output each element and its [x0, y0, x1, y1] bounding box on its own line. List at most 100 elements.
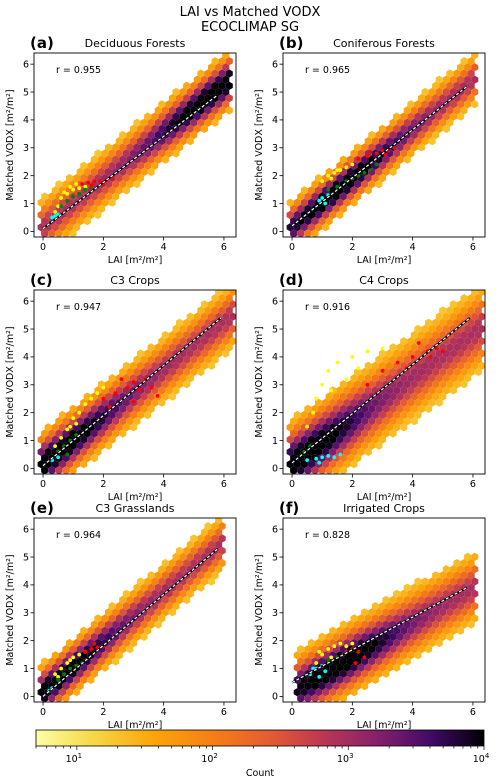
hexbin — [58, 651, 66, 660]
hexbin — [83, 441, 91, 450]
hexbin — [460, 294, 468, 303]
hexbin — [204, 318, 212, 327]
hexbin — [129, 423, 137, 432]
hexbin — [94, 447, 102, 456]
hexbin — [83, 454, 91, 463]
hexbin — [179, 324, 187, 333]
hexbin — [168, 595, 176, 605]
hexbin — [108, 161, 116, 170]
highlight-point — [344, 644, 349, 649]
hexbin — [200, 312, 208, 321]
hexbin — [378, 614, 386, 623]
hexbin — [471, 349, 479, 358]
highlight-point — [62, 190, 66, 195]
hexbin — [51, 423, 59, 432]
highlight-point — [329, 176, 334, 181]
hexbin — [286, 435, 294, 444]
hexbin — [222, 75, 230, 84]
y-tick-label: 5 — [23, 324, 29, 335]
highlight-point — [65, 427, 70, 432]
hexbin — [147, 355, 155, 364]
hexbin — [222, 87, 230, 97]
hexbin — [350, 651, 358, 660]
hexbin — [322, 210, 330, 220]
hexbin — [151, 161, 159, 170]
hexbin — [69, 645, 77, 654]
highlight-point — [305, 424, 309, 429]
density-hexbins — [293, 552, 479, 702]
hexbin — [410, 130, 418, 140]
hexbin — [218, 57, 226, 66]
hexbin — [140, 404, 148, 413]
hexbin — [378, 663, 386, 672]
hexbin — [112, 380, 120, 389]
hexbin — [208, 63, 216, 72]
hexbin — [101, 161, 109, 170]
hexbin — [471, 602, 479, 611]
x-tick-label: 2 — [100, 479, 106, 490]
hexbin — [144, 124, 152, 133]
hexbin — [304, 229, 312, 237]
hexbin — [457, 75, 465, 84]
hexbin — [90, 620, 98, 629]
hexbin — [144, 386, 152, 395]
hexbin — [87, 198, 95, 207]
hexbin — [453, 106, 461, 115]
hexbin — [428, 137, 436, 146]
hexbin — [37, 223, 45, 232]
hexbin — [161, 367, 169, 377]
hexbin — [332, 682, 340, 691]
hexbin — [407, 651, 415, 660]
hexbin — [144, 577, 152, 586]
highlight-point — [92, 179, 97, 184]
hexbin — [382, 632, 390, 641]
hexbin — [425, 595, 433, 605]
hexbin — [119, 608, 127, 617]
hexbin — [382, 404, 390, 413]
hexbin — [158, 100, 166, 109]
hexbin — [400, 651, 408, 660]
highlight-point — [380, 346, 385, 351]
hexbin — [378, 349, 386, 358]
hexbin — [229, 290, 236, 297]
hexbin — [364, 186, 372, 195]
hexbin — [432, 392, 440, 401]
highlight-point — [323, 201, 328, 206]
hexbin — [350, 149, 358, 158]
hexbin — [378, 174, 386, 183]
hexbin — [133, 143, 141, 152]
hexbin — [378, 374, 386, 383]
hexbin — [371, 663, 379, 672]
hexbin — [382, 392, 390, 401]
highlight-point — [83, 649, 88, 654]
hexbin — [222, 337, 230, 346]
hexbin — [76, 217, 84, 226]
highlight-point — [119, 377, 124, 382]
highlight-point — [59, 196, 63, 200]
hexbin — [90, 441, 98, 450]
highlight-point — [89, 396, 94, 401]
hexbin — [193, 100, 201, 109]
hexbin — [94, 651, 102, 660]
hexbin — [364, 174, 372, 183]
hexbin — [471, 87, 479, 97]
hexbin — [186, 349, 194, 358]
hexbin — [76, 454, 84, 463]
hexbin — [44, 435, 52, 444]
hexbin — [176, 331, 184, 340]
hexbin — [354, 669, 362, 678]
hexbin — [211, 534, 219, 543]
hexbin — [368, 180, 376, 189]
hexbin — [161, 331, 169, 340]
x-tick-label: 0 — [40, 479, 46, 490]
hexbin — [357, 447, 365, 456]
hexbin — [165, 100, 173, 109]
hexbin — [183, 583, 191, 592]
hexbin — [364, 423, 372, 432]
hexbin — [119, 155, 127, 164]
hexbin — [318, 682, 326, 691]
hexbin — [414, 100, 422, 109]
hexbin — [76, 404, 84, 413]
hexbin — [425, 94, 433, 103]
hexbin — [343, 435, 351, 444]
